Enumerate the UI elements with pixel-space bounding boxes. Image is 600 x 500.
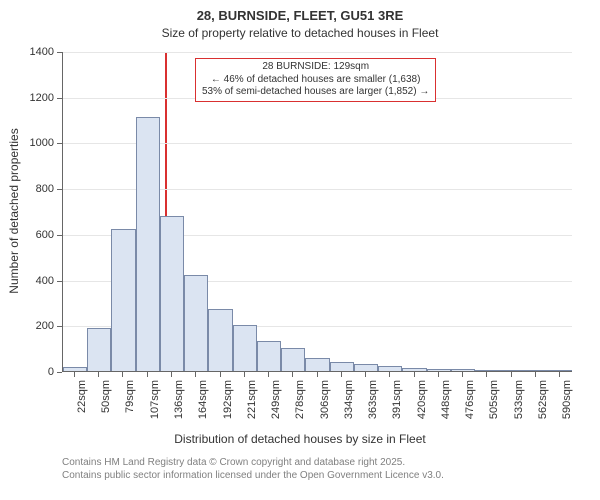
y-tick-mark bbox=[57, 281, 62, 282]
y-tick-mark bbox=[57, 189, 62, 190]
x-tick-label: 533sqm bbox=[513, 380, 525, 430]
histogram-bar bbox=[136, 117, 160, 371]
x-tick-mark bbox=[317, 372, 318, 377]
histogram-bar bbox=[354, 364, 378, 371]
y-tick-label: 800 bbox=[36, 183, 54, 195]
x-tick-label: 562sqm bbox=[537, 380, 549, 430]
chart-title: 28, BURNSIDE, FLEET, GU51 3RE bbox=[0, 8, 600, 23]
x-tick-label: 249sqm bbox=[270, 380, 282, 430]
x-tick-label: 334sqm bbox=[343, 380, 355, 430]
x-tick-mark bbox=[74, 372, 75, 377]
x-tick-label: 476sqm bbox=[464, 380, 476, 430]
x-tick-label: 221sqm bbox=[246, 380, 258, 430]
histogram-bar bbox=[305, 358, 329, 371]
x-axis-title: Distribution of detached houses by size … bbox=[0, 432, 600, 446]
x-tick-label: 391sqm bbox=[391, 380, 403, 430]
x-tick-mark bbox=[220, 372, 221, 377]
x-tick-mark bbox=[389, 372, 390, 377]
x-tick-label: 107sqm bbox=[149, 380, 161, 430]
x-tick-mark bbox=[535, 372, 536, 377]
histogram-bar bbox=[548, 370, 572, 371]
annotation-line3: 53% of semi-detached houses are larger (… bbox=[202, 86, 429, 99]
y-tick-label: 200 bbox=[36, 320, 54, 332]
x-tick-mark bbox=[486, 372, 487, 377]
x-tick-label: 505sqm bbox=[488, 380, 500, 430]
histogram-bar bbox=[402, 368, 426, 371]
x-tick-mark bbox=[559, 372, 560, 377]
x-tick-label: 448sqm bbox=[440, 380, 452, 430]
x-tick-mark bbox=[171, 372, 172, 377]
x-tick-mark bbox=[292, 372, 293, 377]
plot-area: 28 BURNSIDE: 129sqm ← 46% of detached ho… bbox=[62, 52, 572, 372]
x-tick-mark bbox=[122, 372, 123, 377]
x-tick-label: 136sqm bbox=[173, 380, 185, 430]
histogram-bar bbox=[233, 325, 257, 371]
histogram-bar bbox=[184, 275, 208, 371]
annotation-line2: ← 46% of detached houses are smaller (1,… bbox=[202, 74, 429, 87]
x-tick-label: 420sqm bbox=[416, 380, 428, 430]
histogram-bar bbox=[63, 367, 87, 371]
histogram-bar bbox=[281, 348, 305, 371]
histogram-bar bbox=[257, 341, 281, 371]
histogram-bar bbox=[330, 362, 354, 371]
histogram-bar bbox=[475, 370, 499, 371]
annotation-line1: 28 BURNSIDE: 129sqm bbox=[202, 61, 429, 74]
histogram-bar bbox=[87, 328, 111, 371]
x-tick-mark bbox=[341, 372, 342, 377]
histogram-bar bbox=[111, 229, 135, 371]
y-tick-mark bbox=[57, 52, 62, 53]
attribution-line2: Contains public sector information licen… bbox=[62, 469, 444, 482]
x-tick-mark bbox=[244, 372, 245, 377]
x-tick-mark bbox=[98, 372, 99, 377]
grid-line bbox=[63, 52, 572, 53]
y-tick-label: 600 bbox=[36, 229, 54, 241]
y-tick-label: 1000 bbox=[30, 137, 54, 149]
x-tick-mark bbox=[462, 372, 463, 377]
y-tick-label: 1400 bbox=[30, 46, 54, 58]
x-tick-label: 306sqm bbox=[319, 380, 331, 430]
x-tick-label: 192sqm bbox=[222, 380, 234, 430]
x-tick-mark bbox=[511, 372, 512, 377]
attribution: Contains HM Land Registry data © Crown c… bbox=[62, 456, 444, 482]
y-tick-mark bbox=[57, 143, 62, 144]
x-tick-mark bbox=[147, 372, 148, 377]
y-axis-title: Number of detached properties bbox=[7, 51, 21, 371]
y-tick-label: 1200 bbox=[30, 92, 54, 104]
histogram-bar bbox=[208, 309, 232, 371]
histogram-bar bbox=[524, 370, 548, 371]
x-tick-mark bbox=[414, 372, 415, 377]
chart-subtitle: Size of property relative to detached ho… bbox=[0, 26, 600, 40]
chart-container: 28, BURNSIDE, FLEET, GU51 3RE Size of pr… bbox=[0, 0, 600, 500]
y-tick-mark bbox=[57, 235, 62, 236]
attribution-line1: Contains HM Land Registry data © Crown c… bbox=[62, 456, 444, 469]
histogram-bar bbox=[451, 369, 475, 371]
annotation-box: 28 BURNSIDE: 129sqm ← 46% of detached ho… bbox=[195, 58, 436, 102]
histogram-bar bbox=[500, 370, 524, 371]
x-tick-label: 363sqm bbox=[367, 380, 379, 430]
histogram-bar bbox=[160, 216, 184, 371]
y-tick-mark bbox=[57, 98, 62, 99]
x-tick-label: 278sqm bbox=[294, 380, 306, 430]
x-tick-label: 79sqm bbox=[124, 380, 136, 430]
x-tick-mark bbox=[365, 372, 366, 377]
histogram-bar bbox=[427, 369, 451, 371]
x-tick-label: 164sqm bbox=[197, 380, 209, 430]
y-tick-mark bbox=[57, 326, 62, 327]
y-tick-label: 400 bbox=[36, 275, 54, 287]
y-tick-label: 0 bbox=[48, 366, 54, 378]
histogram-bar bbox=[378, 366, 402, 371]
x-tick-mark bbox=[438, 372, 439, 377]
x-tick-label: 50sqm bbox=[100, 380, 112, 430]
x-tick-mark bbox=[195, 372, 196, 377]
x-tick-label: 590sqm bbox=[561, 380, 573, 430]
x-tick-label: 22sqm bbox=[76, 380, 88, 430]
x-tick-mark bbox=[268, 372, 269, 377]
y-tick-mark bbox=[57, 372, 62, 373]
